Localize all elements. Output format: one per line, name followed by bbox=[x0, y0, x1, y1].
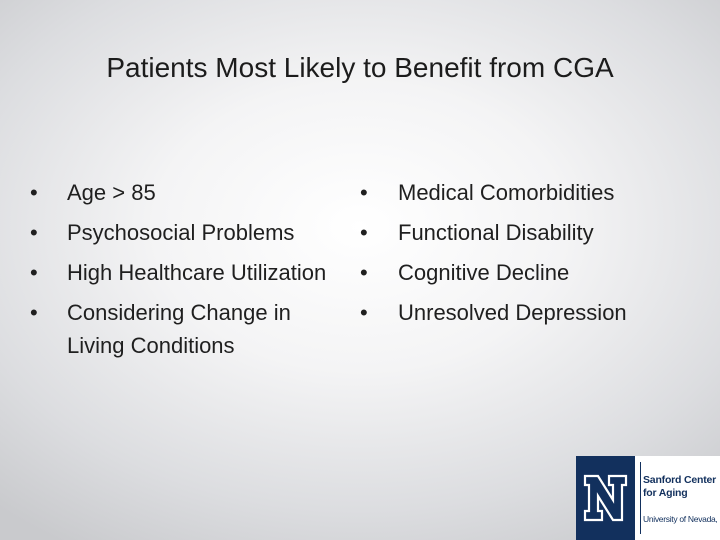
list-item: • Medical Comorbidities bbox=[360, 176, 700, 209]
bullet-icon: • bbox=[30, 260, 38, 285]
block-n-icon bbox=[583, 474, 628, 522]
list-item-text: Functional Disability bbox=[398, 220, 594, 245]
nevada-n-logo-icon bbox=[576, 456, 635, 540]
list-item-text: Age > 85 bbox=[67, 180, 156, 205]
bullet-icon: • bbox=[360, 180, 368, 205]
list-item-text: Psychosocial Problems bbox=[67, 220, 295, 245]
list-item: • Cognitive Decline bbox=[360, 256, 700, 289]
list-item-text: Unresolved Depression bbox=[398, 300, 627, 325]
list-item: • Unresolved Depression bbox=[360, 296, 700, 329]
list-item-text: Considering Change in Living Conditions bbox=[67, 300, 291, 358]
list-item: • Age > 85 bbox=[30, 176, 335, 209]
list-item: • Considering Change in Living Condition… bbox=[30, 296, 335, 362]
list-item-text: Cognitive Decline bbox=[398, 260, 570, 285]
right-bullet-list: • Medical Comorbidities • Functional Dis… bbox=[360, 176, 700, 336]
bullet-icon: • bbox=[30, 220, 38, 245]
logo-university-line: University of Nevada, Reno bbox=[643, 514, 720, 524]
bullet-icon: • bbox=[360, 220, 368, 245]
list-item: • High Healthcare Utilization bbox=[30, 256, 335, 289]
logo-divider bbox=[640, 462, 641, 534]
list-item: • Functional Disability bbox=[360, 216, 700, 249]
logo-name-line2: for Aging bbox=[643, 487, 688, 499]
left-bullet-list: • Age > 85 • Psychosocial Problems • Hig… bbox=[30, 176, 335, 369]
list-item-text: High Healthcare Utilization bbox=[67, 260, 327, 285]
bullet-icon: • bbox=[30, 300, 38, 325]
bullet-icon: • bbox=[360, 300, 368, 325]
list-item-text: Medical Comorbidities bbox=[398, 180, 615, 205]
bullet-icon: • bbox=[360, 260, 368, 285]
bullet-icon: • bbox=[30, 180, 38, 205]
slide-title: Patients Most Likely to Benefit from CGA bbox=[106, 52, 614, 83]
sanford-center-logo: Sanford Center for Aging University of N… bbox=[576, 456, 720, 540]
logo-name-line1: Sanford Center bbox=[643, 474, 717, 486]
list-item: • Psychosocial Problems bbox=[30, 216, 335, 249]
